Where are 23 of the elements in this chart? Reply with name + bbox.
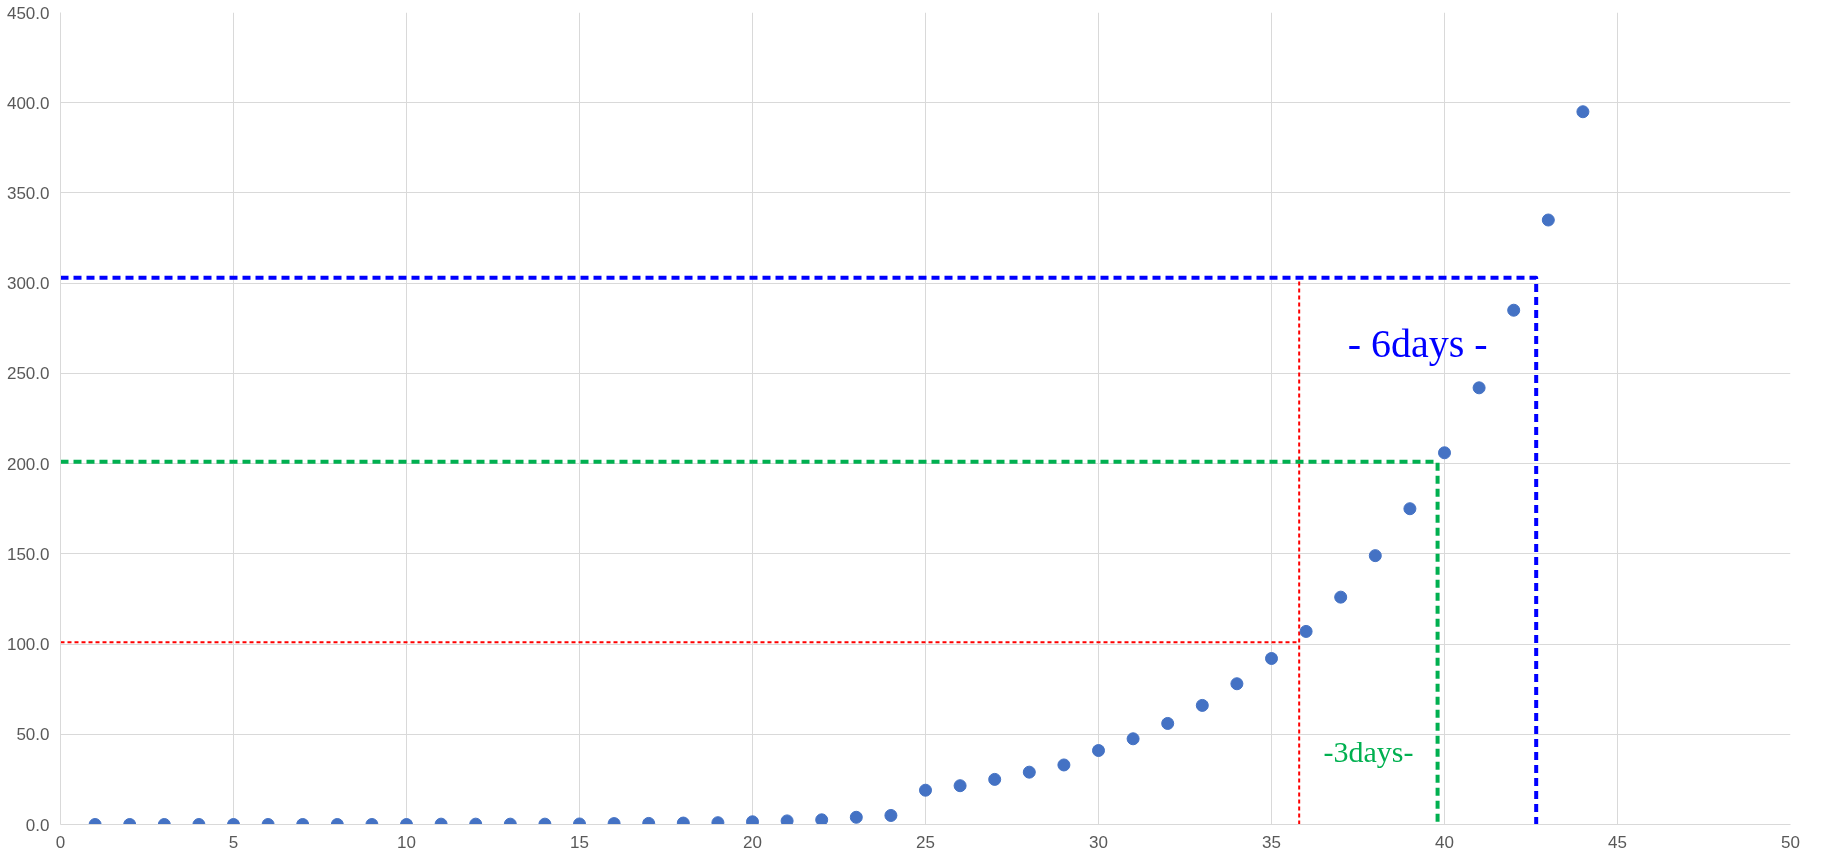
x-tick-label: 50 xyxy=(1781,832,1800,852)
x-tick-label: 30 xyxy=(1089,832,1108,852)
x-tick-label: 10 xyxy=(397,832,416,852)
y-tick-label: 300.0 xyxy=(6,274,50,294)
annotation: - 6days - xyxy=(1347,320,1488,366)
y-tick-label: 350.0 xyxy=(6,183,50,203)
x-tick-label: 20 xyxy=(743,832,762,852)
y-tick-label: 150.0 xyxy=(6,544,50,564)
annotation: -3days- xyxy=(1323,735,1414,769)
y-tick-label: 400.0 xyxy=(6,93,50,113)
y-tick-label: 450.0 xyxy=(6,3,50,23)
x-tick-label: 15 xyxy=(570,832,589,852)
y-tick-label: 100.0 xyxy=(6,635,50,655)
x-tick-label: 35 xyxy=(1262,832,1281,852)
y-tick-label: 250.0 xyxy=(6,364,50,384)
x-tick-label: 0 xyxy=(55,832,66,852)
y-tick-label: 50.0 xyxy=(16,725,50,745)
y-tick-label: 200.0 xyxy=(6,454,50,474)
x-tick-label: 40 xyxy=(1435,832,1454,852)
x-tick-label: 45 xyxy=(1608,832,1627,852)
y-tick-label: 0.0 xyxy=(25,815,50,835)
x-tick-label: 5 xyxy=(228,832,239,852)
x-tick-label: 25 xyxy=(916,832,935,852)
